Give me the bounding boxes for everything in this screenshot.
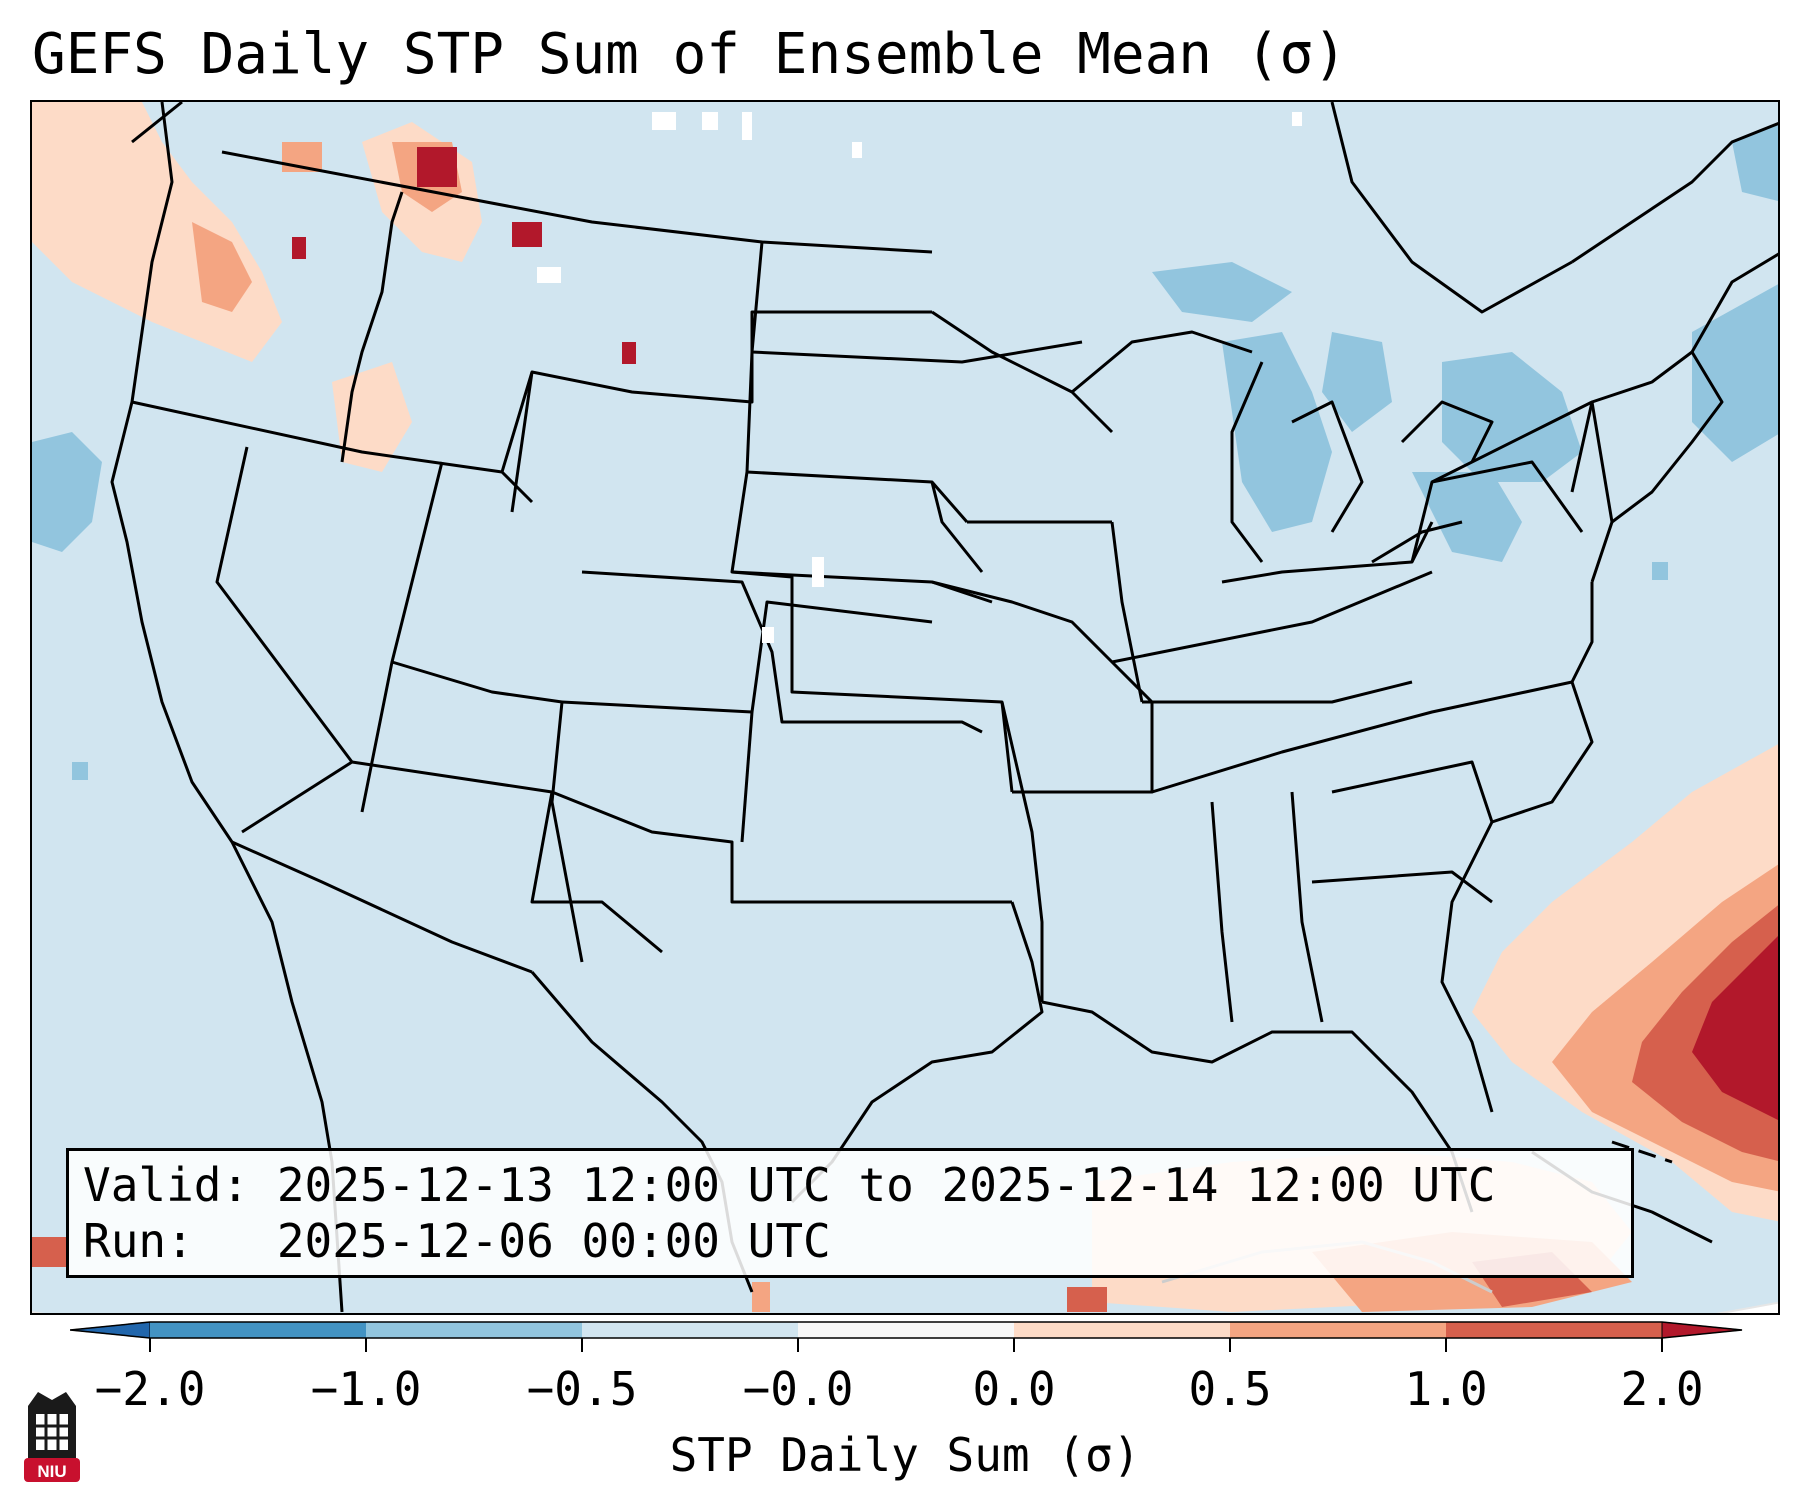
colorbar-segment: [1446, 1322, 1662, 1338]
positive-anomaly-region-atlantic: [1472, 744, 1778, 1222]
colorbar-segment: [1014, 1322, 1230, 1338]
colorbar-under-arrow: [70, 1321, 151, 1339]
neutral-speckles: [537, 112, 1302, 643]
colorbar-segment: [1230, 1322, 1446, 1338]
colorbar-label: STP Daily Sum (σ): [669, 1428, 1141, 1482]
niu-logo: NIU: [24, 1392, 80, 1482]
colorbar-tick-label: −0.0: [742, 1362, 854, 1416]
colorbar-segments: [70, 1321, 1743, 1339]
colorbar-ticks: [149, 1338, 1663, 1352]
state-borders: [110, 102, 1778, 1313]
map-canvas: [32, 102, 1778, 1313]
colorbar-tick-label: 0.0: [972, 1362, 1056, 1416]
colorbar-tick-label: −0.5: [526, 1362, 638, 1416]
colorbar-segment: [798, 1322, 1014, 1338]
logo-text: NIU: [37, 1462, 66, 1481]
colorbar-tick-label: 2.0: [1620, 1362, 1704, 1416]
chart-title: GEFS Daily STP Sum of Ensemble Mean (σ): [32, 22, 1347, 87]
colorbar-tick-label: 0.5: [1188, 1362, 1272, 1416]
colorbar-segment: [366, 1322, 582, 1338]
run-time-text: Run: 2025-12-06 00:00 UTC: [83, 1214, 831, 1268]
logo-banner: [24, 1458, 80, 1482]
colorbar-segment: [150, 1322, 366, 1338]
map-field-background: [32, 102, 1778, 1313]
colorbar-over-arrow: [1661, 1321, 1743, 1339]
map-panel: [30, 100, 1780, 1315]
colorbar-tick-label: 1.0: [1404, 1362, 1488, 1416]
colorbar: [70, 1321, 1743, 1352]
colorbar-tick-label: −2.0: [94, 1362, 206, 1416]
valid-time-text: Valid: 2025-12-13 12:00 UTC to 2025-12-1…: [83, 1158, 1496, 1212]
colorbar-tick-label: −1.0: [310, 1362, 422, 1416]
colorbar-segment: [582, 1322, 798, 1338]
validity-info-box: Valid: 2025-12-13 12:00 UTC to 2025-12-1…: [66, 1148, 1634, 1278]
